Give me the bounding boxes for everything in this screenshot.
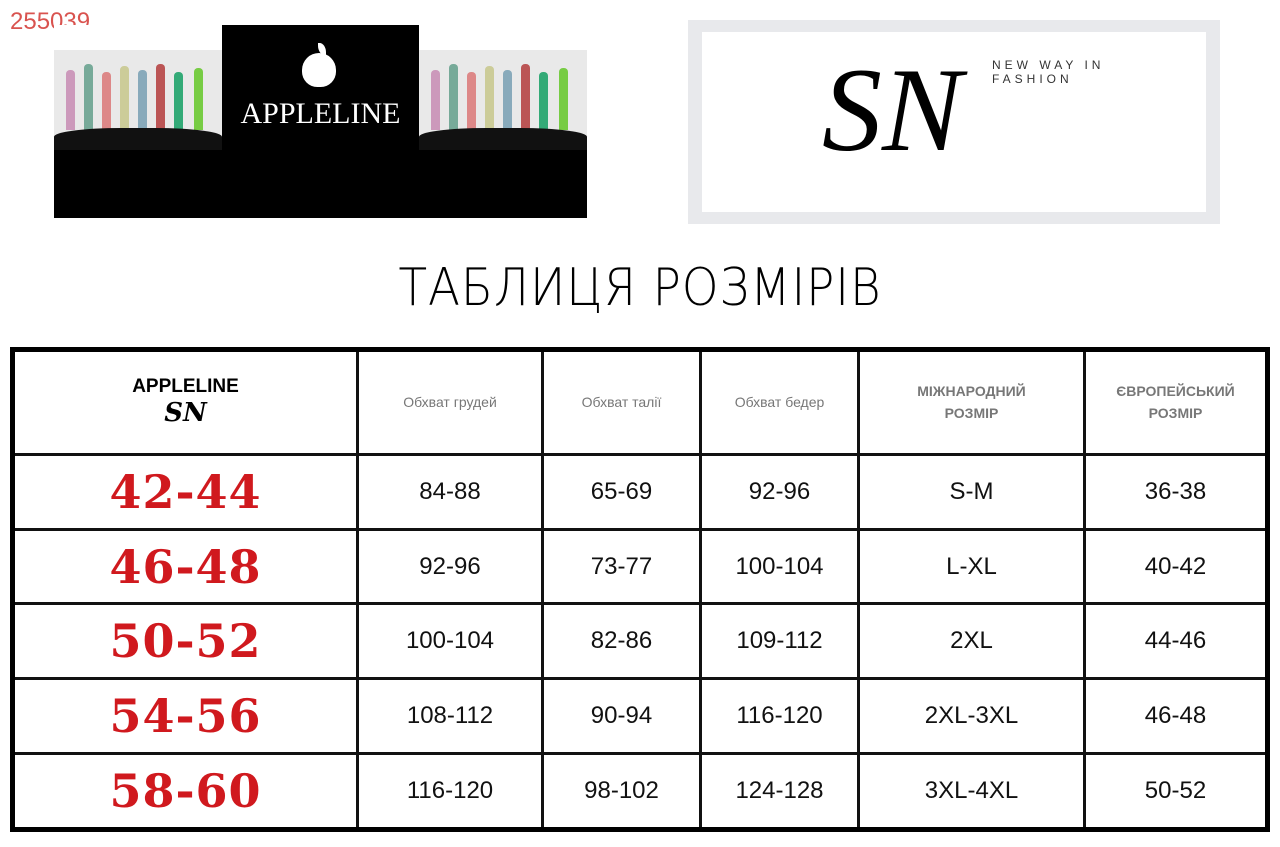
cell-hips: 100-104 bbox=[699, 527, 860, 606]
cell-size: 58-60 bbox=[11, 751, 359, 832]
sn-tagline: NEW WAY IN FASHION bbox=[992, 58, 1104, 86]
header-hips: Обхват бедер bbox=[699, 348, 860, 456]
cell-intl: 2XL-3XL bbox=[857, 677, 1086, 755]
sn-monogram: SN bbox=[822, 43, 963, 176]
cell-hips: 116-120 bbox=[699, 677, 860, 755]
cell-intl: 2XL bbox=[857, 602, 1086, 681]
cell-waist: 82-86 bbox=[541, 602, 702, 681]
table-row: 46-48 92-96 73-77 100-104 L-XL 40-42 bbox=[11, 527, 1269, 606]
table-row: 58-60 116-120 98-102 124-128 3XL-4XL 50-52 bbox=[11, 751, 1269, 832]
cell-waist: 90-94 bbox=[541, 677, 702, 755]
table-row: 42-44 84-88 65-69 92-96 S-M 36-38 bbox=[11, 452, 1269, 531]
runway-illustration-left bbox=[54, 25, 222, 150]
table-row: 54-56 108-112 90-94 116-120 2XL-3XL 46-48 bbox=[11, 677, 1269, 755]
header-waist: Обхват талії bbox=[541, 348, 702, 456]
cell-eu: 46-48 bbox=[1083, 677, 1269, 755]
sn-tagline-line-1: NEW WAY IN bbox=[992, 58, 1105, 72]
cell-size: 50-52 bbox=[11, 602, 359, 681]
cell-hips: 92-96 bbox=[699, 452, 860, 531]
apple-leaf-icon bbox=[318, 43, 326, 55]
page-title: ТАБЛИЦЯ РОЗМІРІВ bbox=[398, 258, 882, 318]
header-eu-size: ЄВРОПЕЙСЬКИЙ РОЗМІР bbox=[1083, 348, 1269, 456]
table-row: 50-52 100-104 82-86 109-112 2XL 44-46 bbox=[11, 602, 1269, 681]
sn-script-logo: SN bbox=[164, 398, 207, 429]
cell-intl: S-M bbox=[857, 452, 1086, 531]
cell-intl: L-XL bbox=[857, 527, 1086, 606]
size-table: APPLELINE SN Обхват грудей Обхват талії … bbox=[10, 347, 1270, 832]
header-row: APPLELINE SN Обхват грудей Обхват талії … bbox=[11, 348, 1269, 456]
cell-size: 46-48 bbox=[11, 527, 359, 606]
cell-hips: 124-128 bbox=[699, 751, 860, 832]
sn-logo-panel: SN NEW WAY IN FASHION bbox=[688, 20, 1220, 224]
cell-chest: 92-96 bbox=[356, 527, 544, 606]
appleline-banner: APPLELINE bbox=[54, 25, 587, 218]
cell-chest: 100-104 bbox=[356, 602, 544, 681]
cell-waist: 65-69 bbox=[541, 452, 702, 531]
cell-hips: 109-112 bbox=[699, 602, 860, 681]
cell-eu: 44-46 bbox=[1083, 602, 1269, 681]
cell-eu: 36-38 bbox=[1083, 452, 1269, 531]
cell-eu: 50-52 bbox=[1083, 751, 1269, 832]
brand-header-text: APPLELINE bbox=[132, 376, 239, 398]
cell-eu: 40-42 bbox=[1083, 527, 1269, 606]
cell-waist: 98-102 bbox=[541, 751, 702, 832]
appleline-brand: APPLELINE bbox=[240, 97, 401, 130]
cell-intl: 3XL-4XL bbox=[857, 751, 1086, 832]
apple-logo-icon bbox=[302, 53, 336, 87]
cell-chest: 116-120 bbox=[356, 751, 544, 832]
cell-chest: 84-88 bbox=[356, 452, 544, 531]
cell-waist: 73-77 bbox=[541, 527, 702, 606]
sn-tagline-line-2: FASHION bbox=[992, 72, 1073, 86]
cell-chest: 108-112 bbox=[356, 677, 544, 755]
brand-header-cell: APPLELINE SN bbox=[11, 348, 359, 456]
header-chest: Обхват грудей bbox=[356, 348, 544, 456]
cell-size: 42-44 bbox=[11, 452, 359, 531]
runway-illustration-right bbox=[419, 25, 587, 150]
header-intl-size: МІЖНАРОДНИЙ РОЗМІР bbox=[857, 348, 1086, 456]
cell-size: 54-56 bbox=[11, 677, 359, 755]
